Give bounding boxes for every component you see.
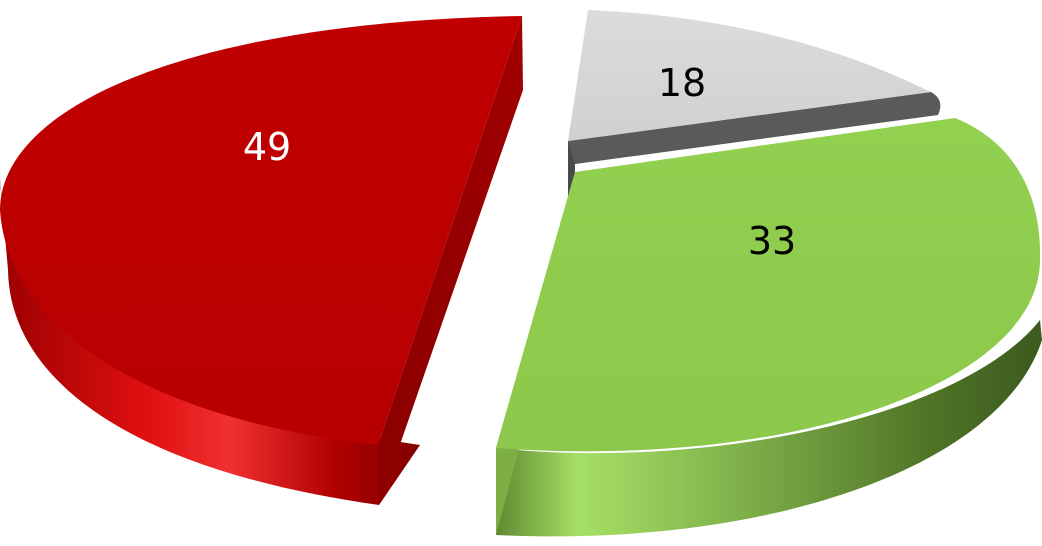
data-label-3: 33 [748,219,796,263]
data-label-1: 49 [243,125,291,169]
pie-slice-1 [0,16,523,505]
pie-slice-3-side [496,320,1042,537]
pie-slice-3-top [496,118,1041,452]
pie-slice-3 [496,118,1042,537]
pie-slice-2-side [568,92,941,165]
data-label-2: 18 [658,61,706,105]
pie-slice-1-cut [378,16,523,505]
pie-slice-1-top [0,16,522,445]
pie-slice-2-top [568,10,931,141]
